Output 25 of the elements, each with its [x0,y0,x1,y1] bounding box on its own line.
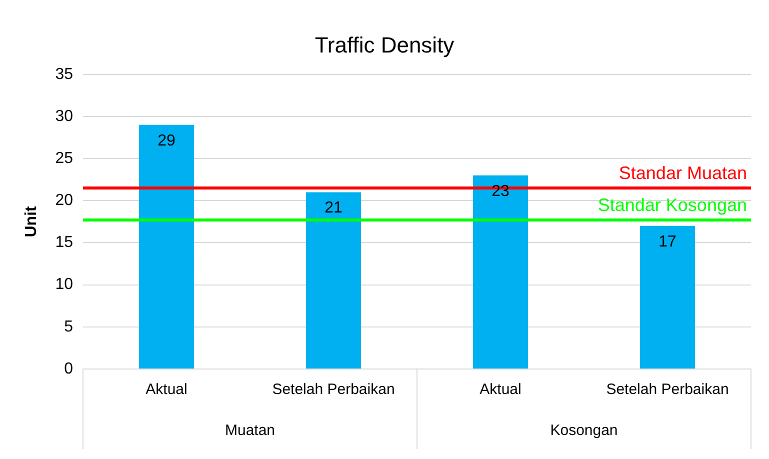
x-tick-label: Setelah Perbaikan [272,381,395,398]
text: Kosongan [550,422,618,440]
ref-line-label: Standar Muatan [618,163,747,183]
bar [306,192,362,368]
data-label: 21 [324,200,342,217]
y-tick-label: 30 [55,108,74,125]
x-tick-label: Aktual [146,381,188,398]
x-tick-label: Aktual [480,381,522,398]
bar [472,175,528,368]
bar [640,226,696,368]
y-tick-label: 20 [55,192,74,210]
chart-title: Traffic Density [314,32,454,58]
y-tick-label: 35 [55,66,74,83]
y-tick-label: 25 [55,150,74,167]
bar [138,124,194,368]
ref-line-label: Standar Kosongan [598,194,747,215]
data-label: 17 [658,233,676,250]
y-axis-title: Unit [23,205,40,238]
y-tick-label: 5 [64,318,74,336]
x-tick-label: Setelah Perbaikan [606,381,729,398]
y-tick-label: 0 [64,360,74,378]
y-tick-label: 15 [55,234,74,252]
text: Muatan [224,422,276,440]
y-tick-label: 10 [55,276,74,294]
data-label: 29 [158,132,176,150]
